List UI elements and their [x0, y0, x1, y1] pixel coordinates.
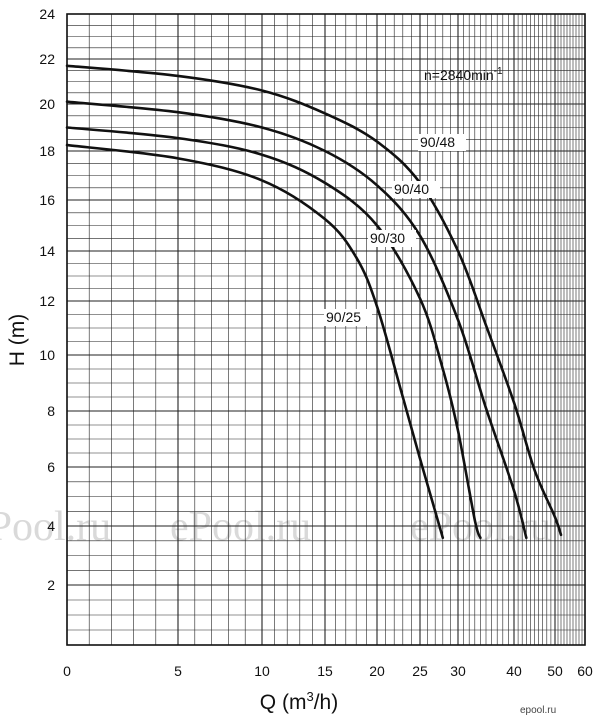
y-tick-label: 14 [39, 243, 55, 259]
x-tick-label: 5 [174, 663, 182, 679]
curve-90-48 [65, 64, 563, 537]
plot-frame [66, 13, 586, 646]
curve-90-40 [65, 100, 528, 540]
x-tick-label: 50 [547, 663, 563, 679]
curve-label-backdrop [418, 134, 466, 151]
brand-label: epool.ru [520, 705, 556, 716]
x-tick-label: 25 [412, 663, 428, 679]
x-axis-title-sup: 3 [306, 689, 313, 704]
x-tick-label: 0 [63, 663, 71, 679]
y-tick-label: 10 [39, 347, 55, 363]
watermark-text: ePool.ru [170, 504, 311, 550]
x-tick-label: 60 [577, 663, 593, 679]
x-axis-title-main: Q (m [260, 691, 307, 714]
curve-90-25 [65, 143, 445, 540]
y-tick-label: 22 [39, 51, 55, 67]
curve-label-90-48: 90/48 [420, 134, 455, 150]
curve-label-backdrop [368, 230, 416, 247]
axes [66, 13, 586, 646]
y-tick-label: 20 [39, 96, 55, 112]
curve-label-90-25: 90/25 [326, 309, 361, 325]
y-tick-label: 12 [39, 293, 55, 309]
x-tick-label: 15 [317, 663, 333, 679]
curve-label-backdrop [324, 309, 372, 326]
curve-label-backdrop [392, 181, 440, 198]
speed-annotation: n=2840min-1 [424, 66, 503, 83]
y-tick-label: 2 [47, 577, 55, 593]
y-tick-label: 18 [39, 143, 55, 159]
x-tick-label: 30 [450, 663, 466, 679]
x-axis-title-tail: /h) [314, 691, 339, 714]
x-tick-label: 20 [369, 663, 385, 679]
x-tick-label: 40 [506, 663, 522, 679]
x-tick-label: 10 [254, 663, 270, 679]
y-tick-label: 24 [39, 6, 55, 22]
curve-label-90-30: 90/30 [370, 230, 405, 246]
watermark-text: ePool.ru [0, 504, 111, 550]
y-tick-label: 16 [39, 192, 55, 208]
x-axis-title: Q (m3/h) [260, 689, 338, 714]
speed-annotation-text: n=2840min [424, 67, 494, 83]
y-tick-label: 6 [47, 459, 55, 475]
x-tick-labels: 0 5 10 15 20 25 30 40 50 60 [63, 663, 593, 679]
y-axis-title: H (m) [6, 314, 29, 366]
y-tick-label: 8 [47, 403, 55, 419]
speed-annotation-sup: -1 [494, 66, 503, 77]
y-tick-label: 4 [47, 518, 55, 534]
curve-labels: 90/48 90/40 90/30 90/25 [324, 134, 466, 326]
curve-label-90-40: 90/40 [394, 181, 429, 197]
